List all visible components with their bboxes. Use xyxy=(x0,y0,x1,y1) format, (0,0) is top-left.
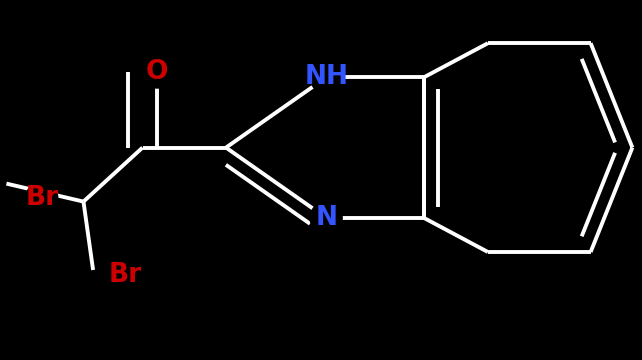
Text: Br: Br xyxy=(108,262,142,288)
Circle shape xyxy=(310,202,342,234)
Text: N: N xyxy=(315,205,337,231)
Circle shape xyxy=(109,260,141,291)
Text: O: O xyxy=(146,59,169,85)
Circle shape xyxy=(26,182,58,214)
Circle shape xyxy=(310,62,342,93)
Circle shape xyxy=(141,56,173,88)
Text: NH: NH xyxy=(304,64,348,90)
Text: Br: Br xyxy=(25,185,58,211)
